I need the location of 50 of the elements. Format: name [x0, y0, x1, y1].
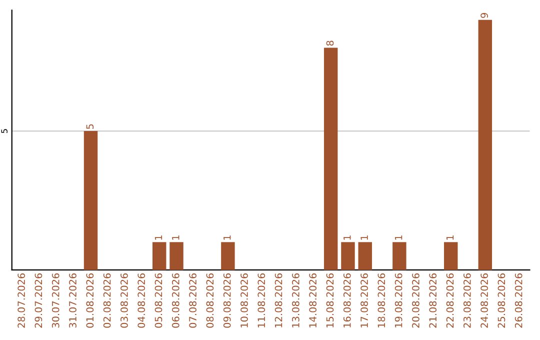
- x-tick-label: 11.08.2026: [258, 273, 266, 328]
- x-tick-label: 24.08.2026: [480, 273, 488, 328]
- data-label: 1: [344, 236, 351, 240]
- x-tick-label: 21.08.2026: [429, 273, 437, 328]
- data-label: 9: [480, 13, 488, 18]
- bar: [444, 242, 458, 270]
- x-tick-label: 10.08.2026: [240, 273, 248, 328]
- x-tick-label: 08.08.2026: [206, 273, 214, 328]
- bar: [84, 131, 98, 270]
- x-tick-label: 14.08.2026: [309, 273, 316, 328]
- x-tick-label: 29.07.2026: [34, 273, 42, 328]
- x-tick-label: 04.08.2026: [138, 273, 146, 328]
- data-label: 5: [86, 124, 94, 129]
- data-label: 1: [172, 236, 180, 240]
- x-tick-label: 19.08.2026: [394, 273, 402, 328]
- x-tick-label: 03.08.2026: [120, 273, 128, 328]
- x-tick-label: 07.08.2026: [189, 273, 196, 328]
- bar: [324, 48, 338, 270]
- bar: [221, 242, 235, 270]
- x-tick-label: 12.08.2026: [274, 273, 282, 328]
- bar: [392, 242, 406, 270]
- bar: [341, 242, 355, 270]
- bar: [478, 20, 492, 270]
- x-tick-label: 25.08.2026: [498, 273, 506, 328]
- x-tick-label: 28.07.2026: [18, 273, 25, 328]
- x-tick-label: 23.08.2026: [463, 273, 471, 328]
- bar: [358, 242, 372, 270]
- x-tick-label: 13.08.2026: [292, 273, 300, 328]
- data-label: 1: [446, 236, 454, 240]
- x-tick-label: 02.08.2026: [103, 273, 111, 328]
- x-tick-label: 22.08.2026: [446, 273, 454, 328]
- bar: [170, 242, 184, 270]
- x-tick-label: 20.08.2026: [412, 273, 420, 328]
- x-tick-label: 09.08.2026: [223, 273, 231, 328]
- x-tick-label: 15.08.2026: [326, 273, 334, 328]
- x-tick-label: 31.07.2026: [69, 273, 76, 328]
- x-tick-label: 17.08.2026: [360, 273, 368, 328]
- data-label: 1: [154, 236, 162, 240]
- x-tick-label: 06.08.2026: [172, 273, 180, 328]
- data-label: 1: [224, 236, 231, 240]
- data-label: 1: [395, 236, 402, 240]
- bar: [152, 242, 166, 270]
- x-tick-label: 01.08.2026: [86, 273, 94, 328]
- x-tick-label: 26.08.2026: [514, 273, 522, 328]
- x-tick-label: 05.08.2026: [154, 273, 162, 328]
- x-tick-label: 16.08.2026: [343, 273, 351, 328]
- data-label: 1: [360, 236, 368, 240]
- x-tick-label: 18.08.2026: [378, 273, 386, 328]
- x-tick-label: 30.07.2026: [52, 273, 60, 328]
- data-label: 8: [326, 40, 334, 46]
